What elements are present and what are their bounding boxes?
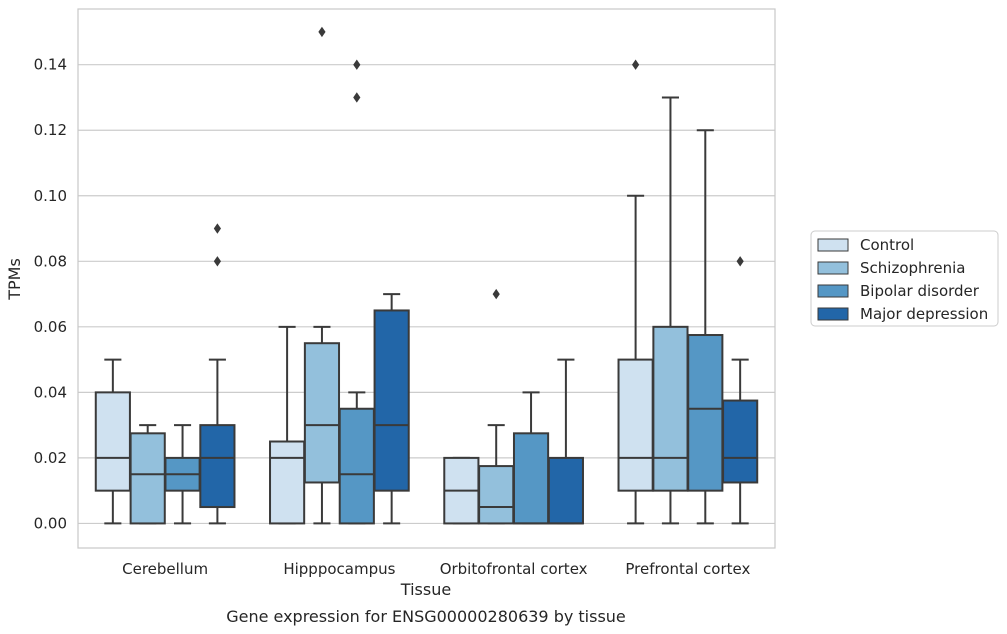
box-body [338, 407, 375, 525]
plot-frame [77, 8, 776, 549]
y-tick-labels: 0.00 0.02 0.04 0.06 0.08 0.10 0.12 0.14 [34, 56, 67, 533]
box-0-3 [199, 223, 236, 525]
box-1-0 [269, 325, 306, 525]
outlier-point [736, 256, 744, 267]
x-tick-labels: Cerebellum Hipppocampus Orbitofrontal cort… [122, 560, 750, 578]
x-tick-label: Prefrontal cortex [625, 560, 750, 578]
box-body [617, 358, 654, 492]
legend-swatch [817, 238, 849, 252]
box-1-1 [303, 26, 341, 525]
box-3-0 [617, 59, 654, 525]
legend-swatch [817, 284, 849, 298]
box-3-3 [722, 256, 759, 525]
box-layer [94, 26, 759, 525]
legend: Control Schizophrenia Bipolar disorder Majo… [810, 230, 999, 327]
box-body [722, 399, 759, 484]
box-body [373, 309, 410, 492]
outlier-point [353, 59, 361, 70]
box-body [94, 391, 131, 492]
box-body [199, 424, 236, 509]
box-body [303, 342, 341, 484]
box-1-3 [373, 293, 410, 525]
x-axis-label: Tissue [400, 580, 451, 599]
x-tick-label: Hipppocampus [283, 560, 395, 578]
legend-label: Schizophrenia [860, 259, 965, 277]
legend-swatch [817, 261, 849, 275]
box-2-0 [443, 456, 480, 525]
outlier-point [632, 59, 640, 70]
legend-frame [810, 230, 999, 327]
box-body [129, 432, 166, 525]
x-tick-label: Cerebellum [122, 560, 208, 578]
y-tick-label: 0.12 [34, 121, 67, 139]
box-3-1 [652, 96, 689, 525]
legend-label: Bipolar disorder [860, 282, 980, 300]
box-2-1 [478, 288, 515, 525]
chart-caption: Gene expression for ENSG00000280639 by t… [226, 607, 626, 626]
x-tick-label: Orbitofrontal cortex [440, 560, 588, 578]
box-body [687, 334, 724, 492]
box-2-2 [512, 391, 550, 525]
y-tick-label: 0.02 [34, 449, 67, 467]
box-0-2 [164, 424, 201, 525]
y-tick-label: 0.00 [34, 514, 67, 532]
legend-swatch [817, 307, 849, 321]
box-body [652, 325, 689, 492]
box-body [547, 456, 584, 525]
box-0-0 [94, 358, 131, 525]
y-tick-label: 0.14 [34, 56, 67, 74]
y-axis-label: TPMs [5, 258, 24, 301]
y-tick-label: 0.10 [34, 187, 67, 205]
y-tick-label: 0.04 [34, 383, 67, 401]
y-tick-label: 0.06 [34, 318, 67, 336]
legend-label: Control [860, 236, 914, 254]
box-body [512, 432, 550, 525]
box-1-2 [338, 59, 375, 525]
box-body [269, 440, 306, 525]
legend-label: Major depression [860, 305, 988, 323]
outlier-point [213, 256, 221, 267]
box-3-2 [687, 129, 724, 525]
outlier-point [318, 26, 326, 38]
box-0-1 [129, 424, 166, 525]
outlier-point [213, 223, 221, 234]
outlier-point [492, 288, 500, 300]
box-2-3 [547, 358, 584, 525]
box-body [478, 465, 515, 525]
outlier-point [353, 92, 361, 103]
y-tick-label: 0.08 [34, 252, 67, 270]
